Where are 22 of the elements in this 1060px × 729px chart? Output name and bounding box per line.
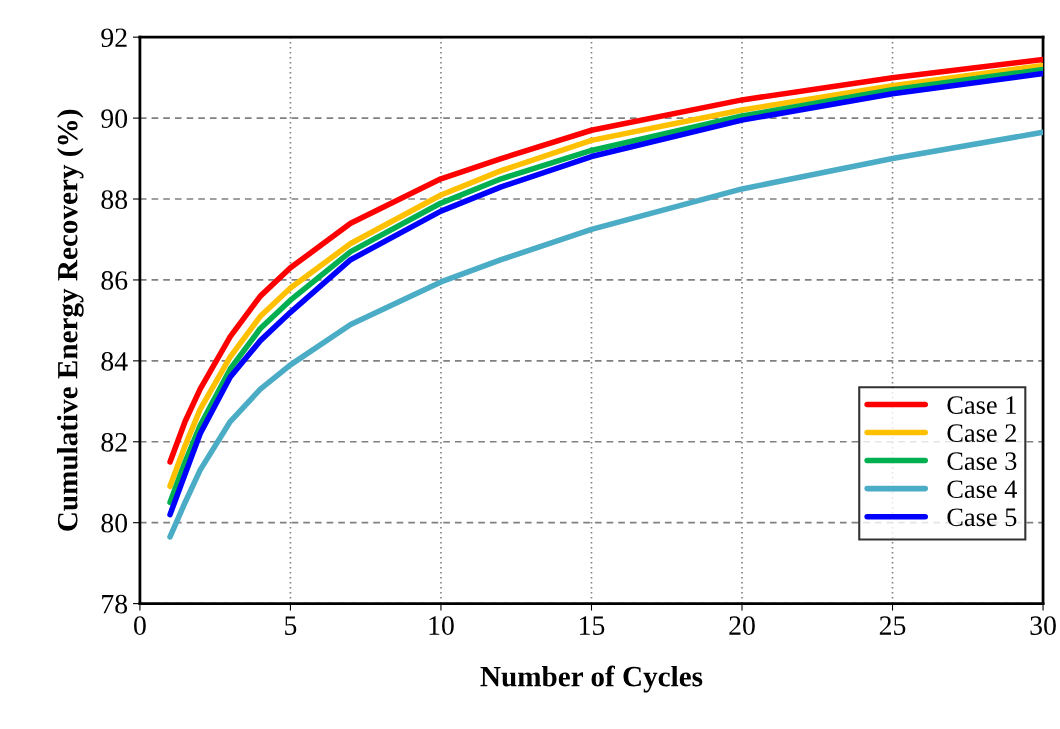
x-tick-label: 25 <box>879 616 906 635</box>
x-tick-label: 30 <box>1030 616 1056 635</box>
y-axis-title: Cumulative Energy Recovery (%) <box>56 109 84 531</box>
y-tick-label: 88 <box>101 190 128 209</box>
y-tick-label: 78 <box>102 594 128 614</box>
legend-label: Case 5 <box>947 508 1017 527</box>
x-tick-label: 0 <box>134 616 146 635</box>
y-tick-label: 84 <box>101 352 128 371</box>
x-tick-label: 5 <box>285 616 297 635</box>
x-axis-title: Number of Cycles <box>480 665 703 693</box>
legend-label: Case 2 <box>947 424 1016 443</box>
y-tick-label: 86 <box>101 271 128 290</box>
legend-label: Case 3 <box>947 452 1017 471</box>
legend-label: Case 1 <box>947 396 1016 414</box>
legend-label: Case 4 <box>947 480 1017 499</box>
y-tick-label: 80 <box>101 513 128 533</box>
x-tick-label: 20 <box>729 616 755 635</box>
y-tick-label: 82 <box>101 432 127 452</box>
x-tick-label: 15 <box>580 616 605 635</box>
y-tick-label: 90 <box>101 109 128 129</box>
x-tick-label: 10 <box>429 616 454 635</box>
y-tick-label: 92 <box>101 28 127 48</box>
